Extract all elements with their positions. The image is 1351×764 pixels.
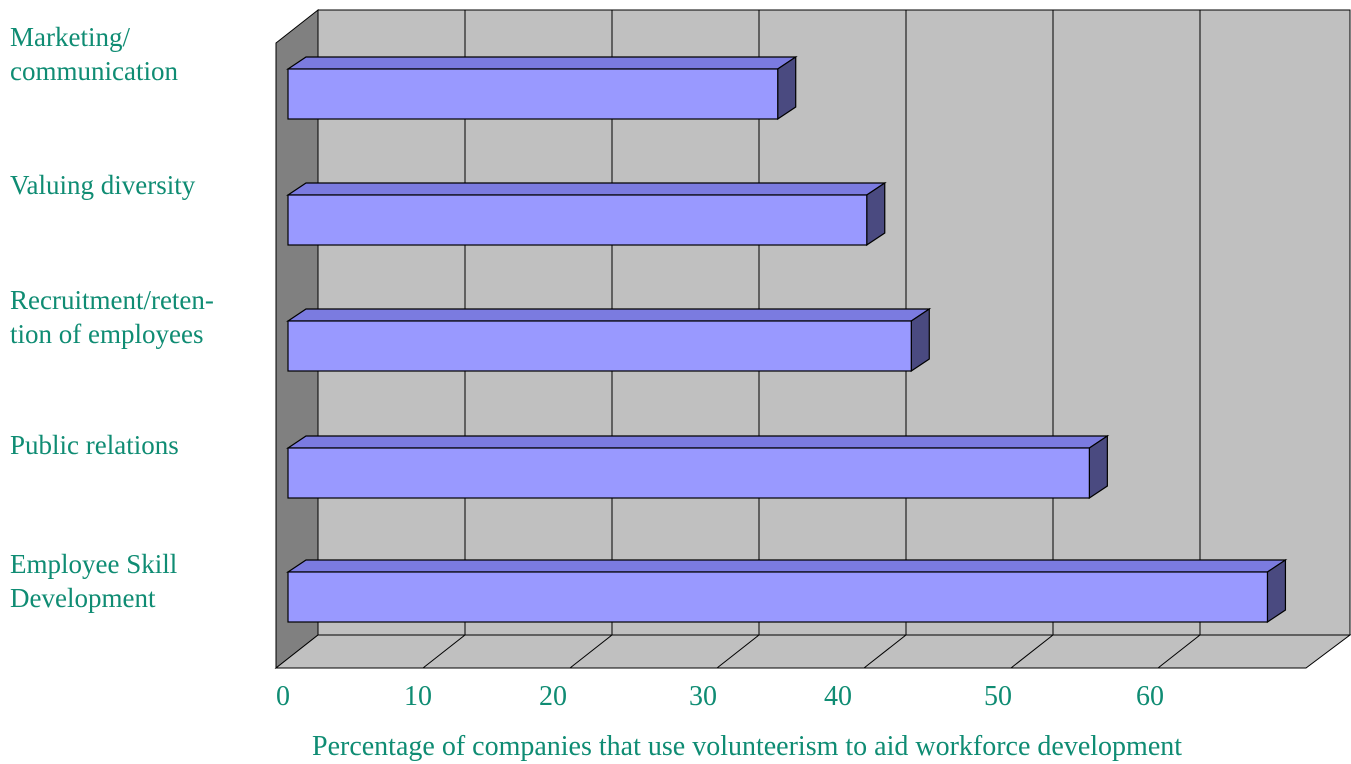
bar-front xyxy=(287,194,868,246)
bar-front xyxy=(287,571,1269,623)
bar-top xyxy=(286,56,798,70)
category-label: Employee Skill Development xyxy=(10,549,178,613)
bar-front xyxy=(287,68,779,120)
x-tick-label: 60 xyxy=(1136,681,1164,712)
floor-gridline xyxy=(1010,634,1054,669)
floor-gridline xyxy=(863,634,907,669)
bar xyxy=(286,434,1110,500)
bars xyxy=(286,55,1288,624)
category-label: Marketing/ communication xyxy=(10,22,178,86)
x-tick-label: 50 xyxy=(984,681,1012,712)
bar xyxy=(286,558,1288,624)
category-label: Recruitment/reten- tion of employees xyxy=(10,285,214,349)
bar-front xyxy=(287,447,1090,499)
x-tick-label: 0 xyxy=(276,681,290,712)
floor-gridline xyxy=(422,634,466,669)
floor-gridline xyxy=(1157,634,1201,669)
bar-top xyxy=(286,308,932,322)
bar-front xyxy=(287,320,912,372)
floor-gridline xyxy=(569,634,613,669)
bar xyxy=(286,307,932,373)
x-tick-label: 30 xyxy=(689,681,717,712)
bar xyxy=(286,55,798,121)
floor xyxy=(274,634,1351,669)
category-label: Public relations xyxy=(10,430,179,460)
x-tick-label: 20 xyxy=(539,681,567,712)
category-label: Valuing diversity xyxy=(10,170,196,200)
floor-gridline xyxy=(716,634,760,669)
x-tick-label: 40 xyxy=(824,681,852,712)
bar-top xyxy=(286,182,887,196)
bar xyxy=(286,181,887,247)
bar-top xyxy=(286,559,1288,573)
x-tick-label: 10 xyxy=(404,681,432,712)
x-axis-label: Percentage of companies that use volunte… xyxy=(312,731,1183,762)
bar-top xyxy=(286,435,1110,449)
